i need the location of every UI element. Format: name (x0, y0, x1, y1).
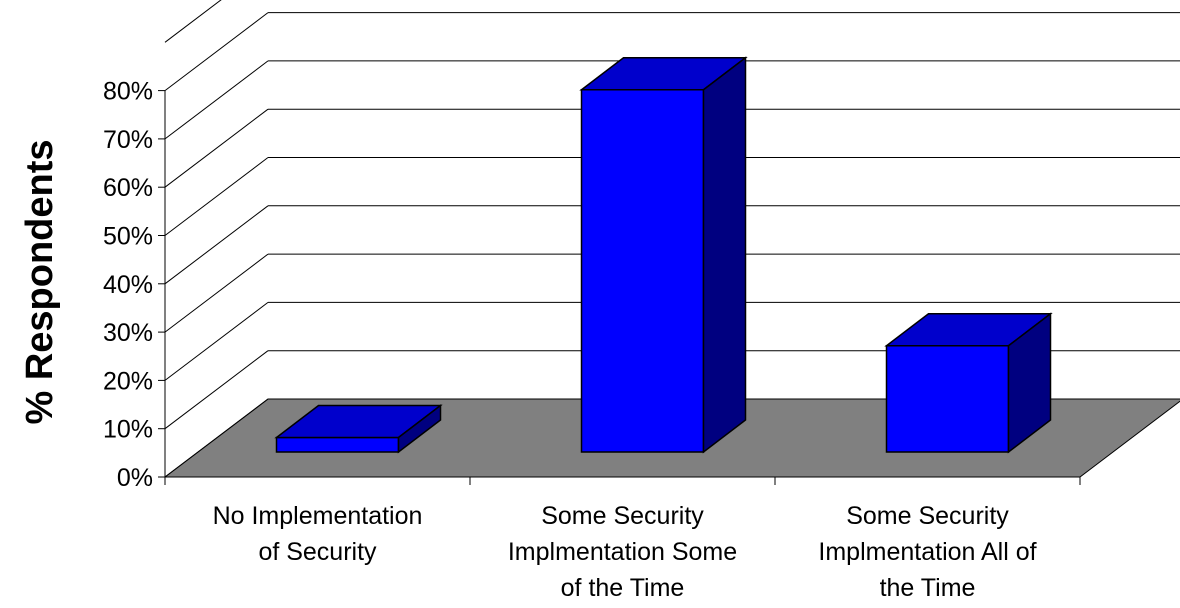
y-tick-label: 60% (103, 174, 153, 202)
bar-side (702, 56, 747, 454)
side-wall-gridline (164, 302, 269, 381)
bar (579, 56, 748, 454)
y-tick-label: 80% (103, 78, 153, 106)
bar (274, 403, 443, 454)
chart-bars-layer (274, 56, 1053, 454)
bar (884, 312, 1053, 454)
side-wall-gridline (164, 60, 269, 140)
y-tick-label: 50% (103, 223, 153, 251)
y-tick-labels: 0% 10% 20% 30% 40% 50% 60% 70% 80% (103, 78, 153, 492)
side-wall-gridline (164, 157, 269, 236)
chart-axis-layer (158, 90, 1081, 485)
bar-front (275, 436, 400, 453)
x-category-label: No Implementation of Security (213, 502, 423, 566)
y-tick-label: 40% (103, 271, 153, 299)
bar-side (397, 403, 442, 454)
y-tick-label: 30% (103, 319, 153, 347)
bar-front (580, 89, 705, 453)
side-wall-gridline (164, 350, 269, 430)
side-wall-gridline (164, 12, 269, 91)
y-tick-label: 10% (103, 416, 153, 444)
side-wall-gridline (164, 0, 222, 43)
y-tick-label: 0% (117, 464, 153, 492)
side-wall-gridline (164, 205, 269, 285)
y-tick-label: 70% (103, 126, 153, 154)
x-category-label: Some Security Implmentation Some of the Ti… (508, 502, 737, 602)
x-category-labels: No Implementation of Security Some Securit… (213, 502, 1037, 602)
x-category-label: Some Security Implmentation All of the Tim… (818, 502, 1036, 602)
side-wall-gridline (164, 253, 269, 333)
y-axis-title: % Respondents (19, 139, 61, 424)
bar-front (885, 344, 1010, 453)
y-tick-label: 20% (103, 367, 153, 395)
side-wall-gridline (164, 108, 269, 188)
side-wall-gridline (164, 398, 269, 478)
bar-side (1007, 312, 1052, 454)
